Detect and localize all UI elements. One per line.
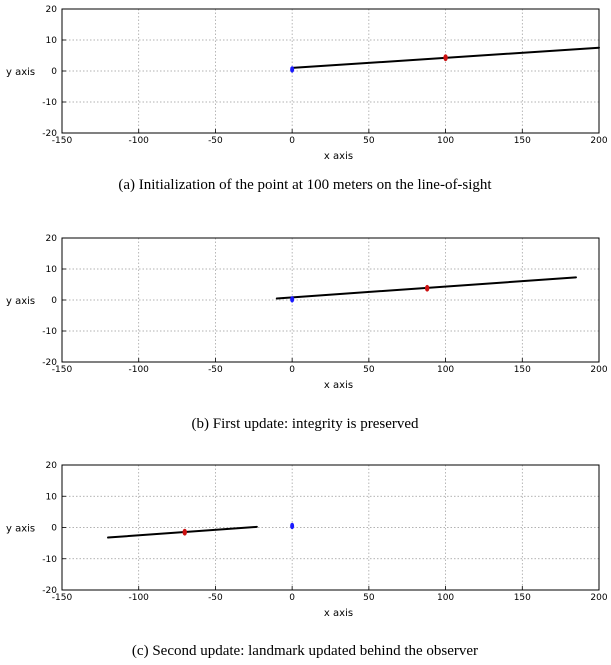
y-axis-label-c: y axis (6, 524, 35, 535)
observer-point-b (290, 296, 295, 303)
x-tick-label-a-0: -150 (52, 136, 73, 146)
x-tick-label-a-3: 0 (289, 136, 295, 146)
x-tick-label-c-5: 100 (437, 593, 454, 603)
x-tick-label-c-2: -50 (208, 593, 223, 603)
y-tick-label-b-2: 0 (51, 296, 57, 306)
y-tick-label-c-0: 20 (46, 461, 58, 471)
x-tick-label-a-1: -100 (128, 136, 149, 146)
y-tick-label-c-2: 0 (51, 524, 57, 534)
x-tick-label-b-1: -100 (128, 365, 149, 375)
sight-line-c (107, 525, 258, 539)
x-axis-label-a: x axis (324, 151, 353, 162)
x-tick-label-b-2: -50 (208, 365, 223, 375)
x-axis-label-b: x axis (324, 380, 353, 391)
y-tick-label-a-0: 20 (46, 5, 58, 15)
x-tick-label-a-7: 200 (590, 136, 607, 146)
x-tick-label-b-4: 50 (363, 365, 375, 375)
y-tick-label-a-1: 10 (46, 36, 58, 46)
x-tick-label-c-3: 0 (289, 593, 295, 603)
x-tick-label-a-5: 100 (437, 136, 454, 146)
y-tick-label-c-1: 10 (46, 492, 58, 502)
landmark-point-b (424, 284, 430, 292)
x-tick-label-c-7: 200 (590, 593, 607, 603)
x-tick-label-c-4: 50 (363, 593, 375, 603)
x-tick-label-a-4: 50 (363, 136, 375, 146)
y-tick-label-a-2: 0 (51, 67, 57, 77)
caption-a: (a) Initialization of the point at 100 m… (118, 177, 492, 193)
x-tick-label-b-0: -150 (52, 365, 73, 375)
x-tick-label-c-6: 150 (514, 593, 531, 603)
caption-c: (c) Second update: landmark updated behi… (132, 643, 478, 659)
landmark-point-a (443, 54, 448, 62)
y-tick-label-b-1: 10 (46, 265, 58, 275)
y-tick-label-a-3: -10 (42, 98, 57, 108)
y-tick-label-b-3: -10 (42, 327, 57, 337)
x-tick-label-b-5: 100 (437, 365, 454, 375)
landmark-point-c (182, 528, 187, 536)
x-tick-label-a-2: -50 (208, 136, 223, 146)
x-tick-label-b-7: 200 (590, 365, 607, 375)
y-axis-label-a: y axis (6, 67, 35, 78)
y-tick-label-a-4: -20 (42, 129, 57, 139)
x-tick-label-c-0: -150 (52, 593, 73, 603)
caption-b: (b) First update: integrity is preserved (191, 416, 419, 432)
y-tick-label-b-4: -20 (42, 358, 57, 368)
x-tick-label-c-1: -100 (128, 593, 149, 603)
y-tick-label-c-4: -20 (42, 586, 57, 596)
x-tick-label-b-6: 150 (514, 365, 531, 375)
y-tick-label-c-3: -10 (42, 555, 57, 565)
y-tick-label-b-0: 20 (46, 234, 58, 244)
observer-point-c (290, 522, 295, 530)
x-tick-label-b-3: 0 (289, 365, 295, 375)
x-tick-label-a-6: 150 (514, 136, 531, 146)
x-axis-label-c: x axis (324, 608, 353, 619)
observer-point-a (290, 66, 295, 73)
y-axis-label-b: y axis (6, 296, 35, 307)
